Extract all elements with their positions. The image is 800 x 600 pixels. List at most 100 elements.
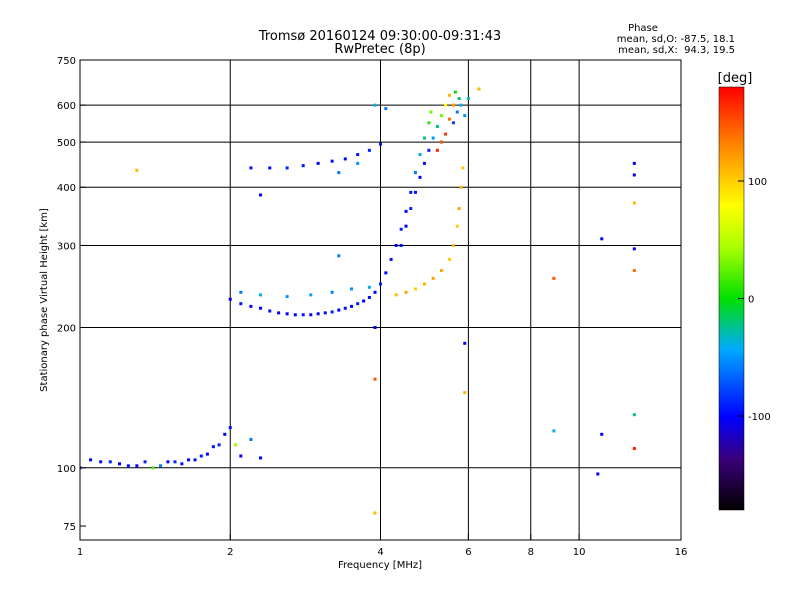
x-tick-label: 1 <box>77 547 83 558</box>
data-point <box>316 312 320 316</box>
data-point <box>228 297 232 301</box>
data-point <box>193 458 197 462</box>
y-axis-ticks: 75 100 200 300 400 500 600 750 <box>57 56 86 533</box>
data-point <box>451 121 455 125</box>
data-points <box>80 87 636 515</box>
data-point <box>108 460 112 464</box>
data-point <box>431 136 435 140</box>
y-tick-label: 600 <box>57 101 76 112</box>
data-point <box>600 237 604 241</box>
data-point <box>384 271 388 275</box>
data-point <box>337 171 341 175</box>
data-point <box>632 247 636 251</box>
y-axis-label: Stationary phase Virtual Height [km] <box>39 208 50 392</box>
data-point <box>552 429 556 433</box>
data-point <box>301 164 305 168</box>
data-point <box>259 456 263 460</box>
data-point <box>413 287 417 291</box>
data-point <box>180 462 184 466</box>
y-tick-label: 100 <box>57 464 76 475</box>
data-point <box>234 443 238 447</box>
data-point <box>404 209 408 213</box>
data-point <box>99 460 103 464</box>
data-point <box>166 460 170 464</box>
data-point <box>373 377 377 381</box>
data-point <box>632 447 636 451</box>
grid-lines <box>80 60 681 540</box>
data-point <box>356 153 360 157</box>
data-point <box>457 207 461 211</box>
x-tick-label: 16 <box>675 547 688 558</box>
data-point <box>399 227 403 231</box>
data-point <box>409 190 413 194</box>
y-tick-label: 300 <box>57 241 76 252</box>
data-point <box>316 161 320 165</box>
stats-heading: Phase <box>628 23 658 34</box>
data-point <box>309 293 313 297</box>
data-point <box>118 462 122 466</box>
data-point <box>632 269 636 273</box>
data-point <box>330 159 334 163</box>
data-point <box>413 190 417 194</box>
data-point <box>394 293 398 297</box>
data-point <box>409 207 413 211</box>
stats-line-x: mean, sd,X: 94.3, 19.5 <box>618 45 735 56</box>
data-point <box>239 302 243 306</box>
data-point <box>455 110 459 114</box>
data-point <box>323 311 327 315</box>
data-point <box>356 161 360 165</box>
data-point <box>399 243 403 247</box>
data-point <box>285 166 289 170</box>
colorbar-ticks: 100 0 -100 <box>738 177 771 423</box>
data-point <box>404 224 408 228</box>
x-tick-label: 10 <box>573 547 586 558</box>
data-point <box>277 311 281 315</box>
data-point <box>457 97 461 101</box>
data-point <box>285 295 289 299</box>
data-point <box>259 306 263 310</box>
chart-title: Tromsø 20160124 09:30:00-09:31:43 <box>258 29 501 44</box>
data-point <box>389 257 393 261</box>
data-point <box>373 290 377 294</box>
data-point <box>413 171 417 175</box>
data-point <box>223 432 227 436</box>
data-point <box>259 293 263 297</box>
data-point <box>453 90 457 94</box>
data-point <box>337 254 341 258</box>
data-point <box>435 124 439 128</box>
data-point <box>239 290 243 294</box>
data-point <box>330 310 334 314</box>
y-tick-label: 500 <box>57 138 76 149</box>
data-point <box>404 290 408 294</box>
data-point <box>463 391 467 395</box>
data-point <box>422 161 426 165</box>
data-point <box>199 454 203 458</box>
data-point <box>159 464 163 468</box>
data-point <box>422 136 426 140</box>
data-point <box>205 452 209 456</box>
data-point <box>259 193 263 197</box>
x-axis-label: Frequency [MHz] <box>338 560 422 571</box>
data-point <box>463 114 467 118</box>
data-point <box>632 413 636 417</box>
data-point <box>427 148 431 152</box>
data-point <box>451 103 455 107</box>
data-point <box>89 458 93 462</box>
data-point <box>373 326 377 330</box>
y-tick-label: 750 <box>57 56 76 67</box>
data-point <box>239 454 243 458</box>
data-point <box>135 168 139 172</box>
data-point <box>435 148 439 152</box>
data-point <box>448 117 452 121</box>
colorbar <box>718 86 745 511</box>
data-point <box>135 464 139 468</box>
data-point <box>455 224 459 228</box>
data-point <box>418 153 422 157</box>
data-point <box>173 460 177 464</box>
data-point <box>367 148 371 152</box>
data-point <box>379 142 382 146</box>
data-point <box>440 140 444 144</box>
data-point <box>429 110 433 114</box>
data-point <box>309 313 313 317</box>
